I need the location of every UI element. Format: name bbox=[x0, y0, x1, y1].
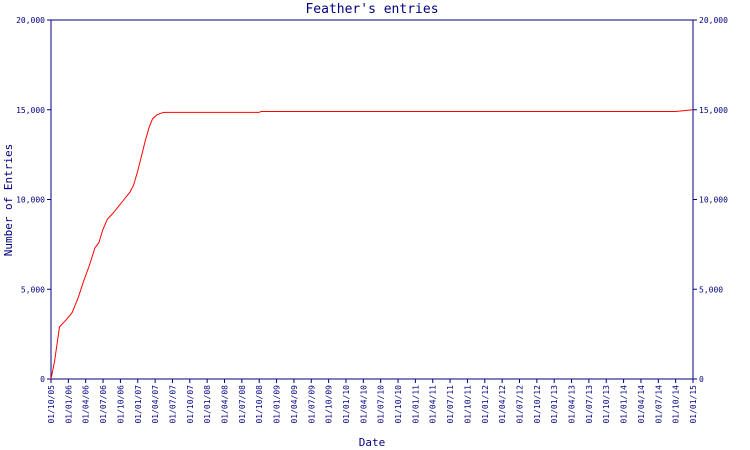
y-axis-left: 0 5,000 10,000 15,000 20,000 bbox=[16, 16, 51, 384]
y-tick-label: 0 bbox=[40, 375, 45, 384]
x-tick-label: 01/10/07 bbox=[186, 385, 195, 424]
y-axis-label: Number of Entries bbox=[2, 144, 15, 257]
x-tick-label: 01/07/13 bbox=[585, 385, 594, 424]
x-tick-label: 01/10/11 bbox=[463, 385, 472, 424]
x-tick-label: 01/07/10 bbox=[377, 385, 386, 424]
x-tick-label: 01/10/08 bbox=[255, 385, 264, 424]
x-tick-label: 01/01/07 bbox=[134, 385, 143, 424]
x-tick-label: 01/04/14 bbox=[637, 385, 646, 424]
x-tick-label: 01/01/12 bbox=[481, 385, 490, 424]
x-axis-label: Date bbox=[359, 436, 386, 449]
y-tick-label: 5,000 bbox=[21, 285, 45, 294]
x-tick-label: 01/04/09 bbox=[290, 385, 299, 424]
x-tick-label: 01/01/08 bbox=[203, 385, 212, 424]
x-tick-label: 01/04/06 bbox=[82, 385, 91, 424]
x-tick-label: 01/04/08 bbox=[221, 385, 230, 424]
x-tick-label: 01/10/06 bbox=[116, 385, 125, 424]
x-tick-label: 01/07/14 bbox=[654, 385, 663, 424]
x-tick-label: 01/10/14 bbox=[672, 385, 681, 424]
series-line bbox=[50, 109, 694, 380]
x-tick-label: 01/04/11 bbox=[429, 385, 438, 424]
y-tick-label-right: 0 bbox=[699, 375, 704, 384]
y-tick-label-right: 20,000 bbox=[699, 16, 728, 25]
x-tick-label: 01/04/10 bbox=[359, 385, 368, 424]
y-axis-right: 0 5,000 10,000 15,000 20,000 bbox=[693, 16, 728, 384]
x-tick-label: 01/07/12 bbox=[515, 385, 524, 424]
y-tick-label: 15,000 bbox=[16, 106, 45, 115]
x-tick-label: 01/10/10 bbox=[394, 385, 403, 424]
x-tick-label: 01/04/13 bbox=[568, 385, 577, 424]
x-tick-label: 01/07/06 bbox=[99, 385, 108, 424]
x-tick-label: 01/10/05 bbox=[47, 385, 56, 424]
y-tick-label-right: 5,000 bbox=[699, 285, 723, 294]
y-tick-label-right: 10,000 bbox=[699, 196, 728, 205]
x-tick-label: 01/01/11 bbox=[411, 385, 420, 424]
x-tick-label: 01/01/13 bbox=[550, 385, 559, 424]
x-tick-label: 01/01/14 bbox=[620, 385, 629, 424]
x-tick-label: 01/07/07 bbox=[168, 385, 177, 424]
x-tick-label: 01/04/12 bbox=[498, 385, 507, 424]
chart-title: Feather's entries bbox=[305, 2, 438, 17]
x-axis: 01/10/05 01/01/06 01/04/06 01/07/06 01/10/06… bbox=[47, 379, 698, 424]
x-tick-label: 01/07/11 bbox=[446, 385, 455, 424]
x-tick-label: 01/10/13 bbox=[602, 385, 611, 424]
y-tick-label: 20,000 bbox=[16, 16, 45, 25]
x-tick-label: 01/01/09 bbox=[273, 385, 282, 424]
x-tick-label: 01/01/06 bbox=[64, 385, 73, 424]
x-tick-label: 01/01/15 bbox=[689, 385, 698, 424]
y-tick-label-right: 15,000 bbox=[699, 106, 728, 115]
x-tick-label: 01/01/10 bbox=[342, 385, 351, 424]
y-tick-label: 10,000 bbox=[16, 196, 45, 205]
series-layer bbox=[50, 109, 694, 380]
x-tick-label: 01/10/12 bbox=[533, 385, 542, 424]
x-tick-label: 01/07/08 bbox=[238, 385, 247, 424]
x-tick-label: 01/04/07 bbox=[151, 385, 160, 424]
x-tick-label: 01/10/09 bbox=[325, 385, 334, 424]
x-tick-label: 01/07/09 bbox=[307, 385, 316, 424]
plot-area bbox=[50, 19, 694, 380]
